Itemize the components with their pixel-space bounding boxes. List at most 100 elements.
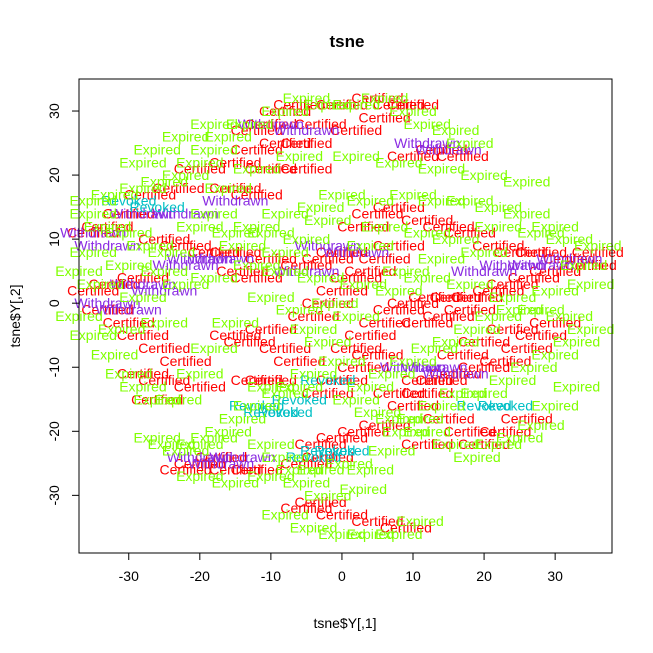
point-label-certified: Certified	[458, 334, 510, 350]
point-label-withdrawn: Withdrawn	[536, 250, 602, 266]
point-label-certified: Certified	[117, 366, 169, 382]
point-label-expired: Expired	[375, 282, 422, 298]
point-label-certified: Certified	[209, 154, 261, 170]
point-label-expired: Expired	[283, 90, 330, 106]
point-label-expired: Expired	[304, 487, 351, 503]
point-label-certified: Certified	[444, 423, 496, 439]
point-label-expired: Expired	[283, 475, 330, 491]
point-label-certified: Certified	[302, 250, 354, 266]
point-label-certified: Certified	[330, 340, 382, 356]
point-label-certified: Certified	[387, 295, 439, 311]
point-label-certified: Certified	[216, 263, 268, 279]
point-label-expired: Expired	[332, 391, 379, 407]
point-label-expired: Expired	[403, 225, 450, 241]
point-label-expired: Expired	[190, 116, 237, 132]
point-label-expired: Expired	[141, 263, 188, 279]
point-label-certified: Certified	[316, 507, 368, 523]
y-tick-label: 30	[46, 103, 62, 119]
point-label-certified: Certified	[401, 436, 453, 452]
point-label-expired: Expired	[247, 289, 294, 305]
point-label-expired: Expired	[119, 154, 166, 170]
point-label-certified: Certified	[81, 218, 133, 234]
point-label-certified: Certified	[231, 141, 283, 157]
point-label-certified: Certified	[188, 244, 240, 260]
point-label-expired: Expired	[318, 526, 365, 542]
point-label-certified: Certified	[245, 116, 297, 132]
point-label-certified: Certified	[259, 103, 311, 119]
point-label-expired: Expired	[77, 276, 124, 292]
point-label-expired: Expired	[382, 423, 429, 439]
point-label-withdrawn: Withdrawn	[153, 257, 219, 273]
point-label-expired: Expired	[290, 519, 337, 535]
plot-frame	[78, 78, 613, 554]
point-label-expired: Expired	[368, 366, 415, 382]
point-label-certified: Certified	[209, 244, 261, 260]
point-label-expired: Expired	[261, 507, 308, 523]
point-label-certified: Certified	[529, 263, 581, 279]
point-label-expired: Expired	[261, 449, 308, 465]
point-label-certified: Certified	[152, 180, 204, 196]
point-label-expired: Expired	[446, 193, 493, 209]
point-label-expired: Expired	[418, 161, 465, 177]
point-label-expired: Expired	[368, 443, 415, 459]
point-label-expired: Expired	[567, 321, 614, 337]
point-label-certified: Certified	[174, 455, 226, 471]
point-label-expired: Expired	[119, 180, 166, 196]
point-label-withdrawn: Withdrawn	[423, 366, 489, 382]
point-label-expired: Expired	[382, 263, 429, 279]
point-label-expired: Expired	[176, 366, 223, 382]
point-label-revoked: Revoked	[456, 398, 511, 414]
point-label-certified: Certified	[245, 372, 297, 388]
point-label-certified: Certified	[259, 340, 311, 356]
point-label-certified: Certified	[373, 385, 425, 401]
point-label-expired: Expired	[247, 436, 294, 452]
point-label-withdrawn: Withdrawn	[60, 225, 126, 241]
point-label-certified: Certified	[302, 449, 354, 465]
point-label-withdrawn: Withdrawn	[508, 257, 574, 273]
point-label-certified: Certified	[373, 302, 425, 318]
point-label-expired: Expired	[460, 167, 507, 183]
point-label-expired: Expired	[233, 398, 280, 414]
point-label-expired: Expired	[304, 212, 351, 228]
point-label-certified: Certified	[302, 385, 354, 401]
point-label-expired: Expired	[176, 154, 223, 170]
point-label-expired: Expired	[531, 282, 578, 298]
point-label-certified: Certified	[408, 289, 460, 305]
point-label-certified: Certified	[316, 97, 368, 113]
point-label-expired: Expired	[453, 321, 500, 337]
point-label-expired: Expired	[475, 308, 522, 324]
point-label-certified: Certified	[472, 238, 524, 254]
point-label-expired: Expired	[546, 231, 593, 247]
point-label-certified: Certified	[422, 218, 474, 234]
points-layer: CertifiedCertifiedCertifiedCertifiedCert…	[55, 90, 624, 542]
point-label-expired: Expired	[531, 218, 578, 234]
point-label-expired: Expired	[276, 462, 323, 478]
point-label-certified: Certified	[245, 321, 297, 337]
point-label-expired: Expired	[226, 116, 273, 132]
point-label-revoked: Revoked	[229, 398, 284, 414]
point-label-expired: Expired	[105, 225, 152, 241]
point-label-certified: Certified	[316, 282, 368, 298]
point-label-expired: Expired	[446, 276, 493, 292]
point-label-revoked: Revoked	[314, 443, 369, 459]
point-label-certified: Certified	[316, 430, 368, 446]
point-label-expired: Expired	[212, 314, 259, 330]
point-label-expired: Expired	[261, 206, 308, 222]
point-label-expired: Expired	[162, 443, 209, 459]
point-label-certified: Certified	[209, 180, 261, 196]
point-label-certified: Certified	[479, 423, 531, 439]
point-label-expired: Expired	[283, 231, 330, 247]
point-label-certified: Certified	[572, 244, 624, 260]
point-label-certified: Certified	[209, 462, 261, 478]
point-label-certified: Certified	[401, 385, 453, 401]
point-label-certified: Certified	[529, 314, 581, 330]
point-label-expired: Expired	[375, 154, 422, 170]
point-label-certified: Certified	[373, 238, 425, 254]
point-label-revoked: Revoked	[272, 391, 327, 407]
point-label-expired: Expired	[361, 90, 408, 106]
point-label-certified: Certified	[330, 270, 382, 286]
point-label-expired: Expired	[389, 103, 436, 119]
point-label-expired: Expired	[190, 270, 237, 286]
point-label-certified: Certified	[415, 141, 467, 157]
point-label-certified: Certified	[231, 372, 283, 388]
